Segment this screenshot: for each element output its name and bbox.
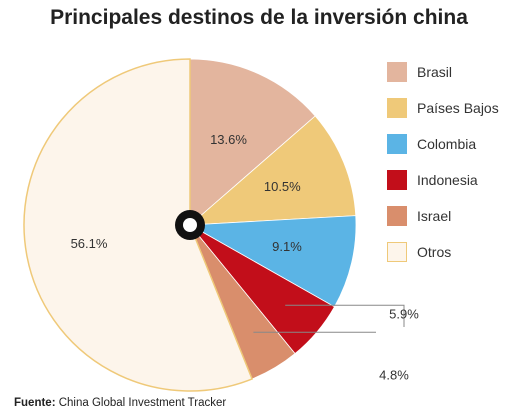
source-text: China Global Investment Tracker xyxy=(58,397,227,409)
pie-slices xyxy=(23,58,357,392)
legend-swatch-israel xyxy=(387,206,407,226)
chart-title: Principales destinos de la inversión chi… xyxy=(50,6,468,29)
slice-labels: 13.6% 10.5% 9.1% 5.9% 4.8% 56.1% xyxy=(71,132,420,383)
legend-item-brasil: Brasil xyxy=(387,62,515,86)
legend-label-paises-bajos: Países Bajos xyxy=(417,100,499,116)
legend-swatch-indonesia xyxy=(387,170,407,190)
legend-item-colombia: Colombia xyxy=(387,134,515,158)
legend-swatch-brasil xyxy=(387,62,407,82)
legend-swatch-otros xyxy=(387,242,407,262)
leader-lines xyxy=(253,304,405,333)
slice-label-indonesia: 5.9% xyxy=(389,306,419,321)
source-label: Fuente: xyxy=(14,397,56,409)
legend-swatch-colombia xyxy=(387,134,407,154)
legend-label-otros: Otros xyxy=(417,244,452,260)
legend-swatch-paises-bajos xyxy=(387,98,407,118)
legend-item-paises-bajos: Países Bajos xyxy=(387,98,515,122)
pie-slice-brasil xyxy=(189,58,316,226)
legend-item-otros: Otros xyxy=(387,242,515,266)
slice-label-israel: 4.8% xyxy=(379,367,409,382)
pie-slice-paises-bajos xyxy=(188,115,357,226)
center-ring xyxy=(175,210,205,240)
slice-label-otros: 56.1% xyxy=(71,236,108,251)
pie-slice-otros xyxy=(23,58,254,392)
legend-label-brasil: Brasil xyxy=(417,64,453,80)
leader-line-indonesia xyxy=(285,304,405,327)
slice-label-colombia: 9.1% xyxy=(272,239,302,254)
slice-label-paises-bajos: 10.5% xyxy=(264,179,301,194)
legend-label-israel: Israel xyxy=(417,208,452,224)
source-note: Fuente: China Global Investment Tracker xyxy=(14,397,226,409)
legend-item-israel: Israel xyxy=(387,206,515,230)
slice-label-brasil: 13.6% xyxy=(210,132,247,147)
center-ring-hole xyxy=(183,218,197,232)
legend-label-colombia: Colombia xyxy=(417,136,477,152)
legend-item-indonesia: Indonesia xyxy=(387,170,515,194)
legend-label-indonesia: Indonesia xyxy=(417,172,478,188)
